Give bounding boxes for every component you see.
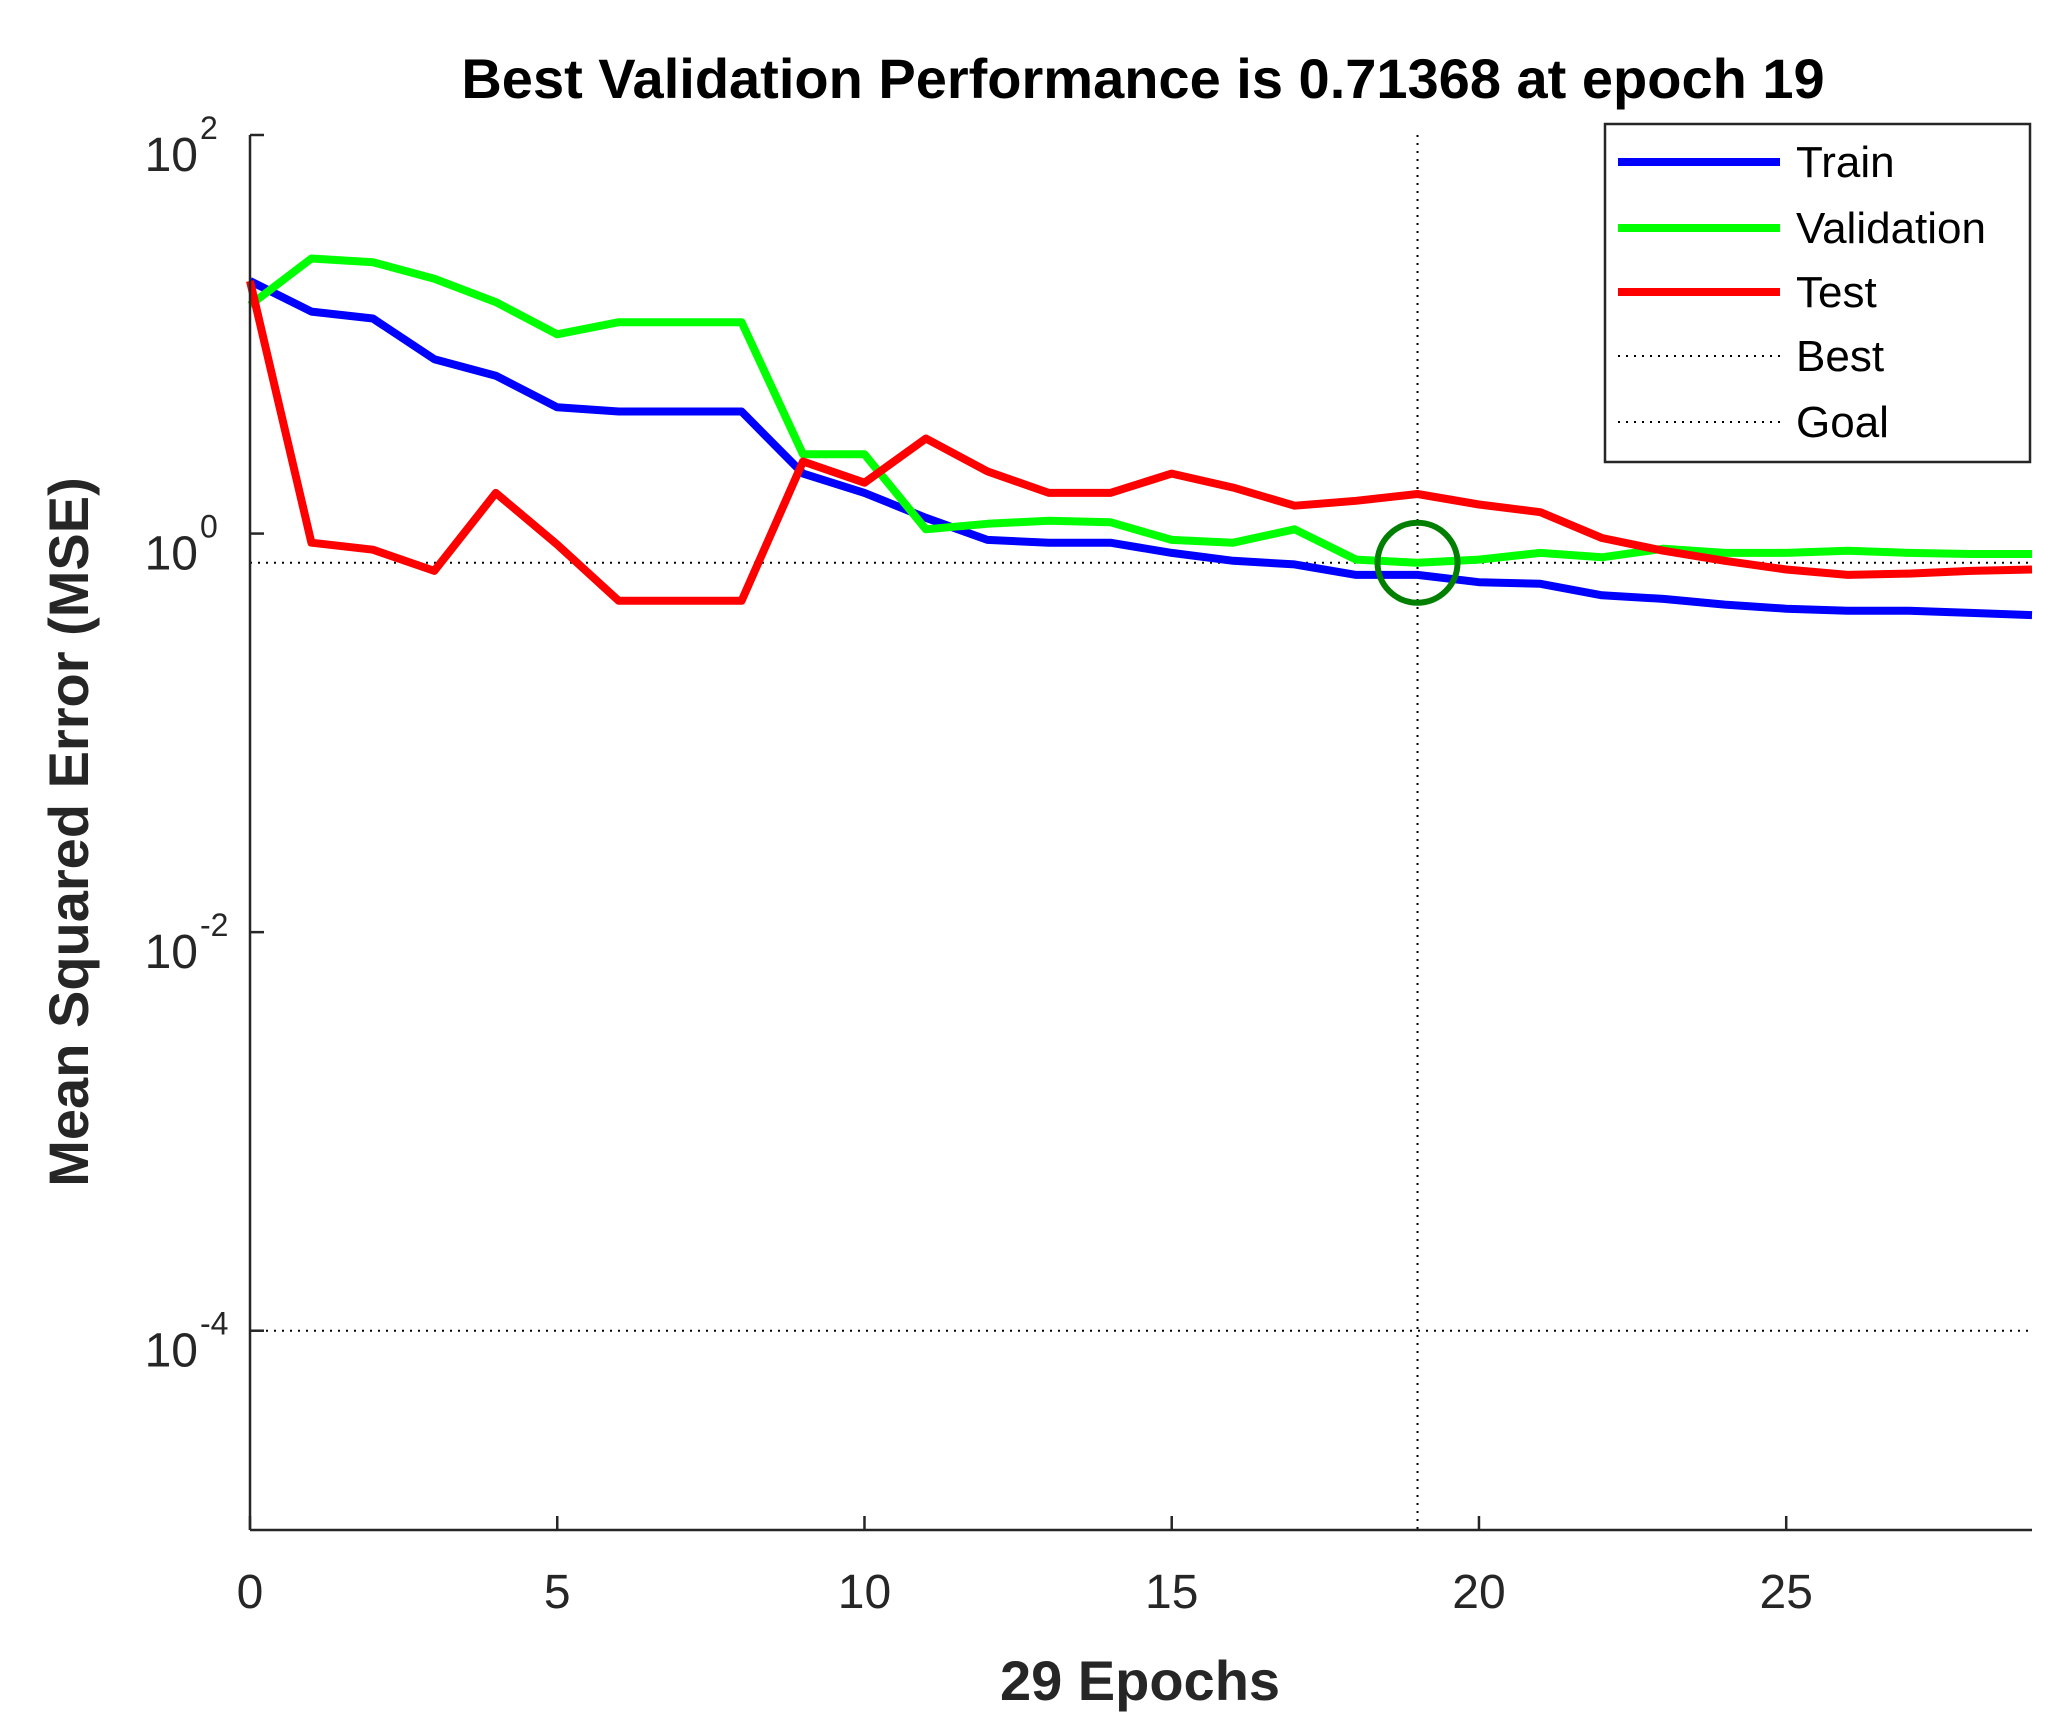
y-tick-base: 10 <box>145 129 198 182</box>
legend-train-label: Train <box>1796 138 1895 187</box>
x-tick-label: 0 <box>237 1566 264 1619</box>
series-line-validation <box>247 254 2032 567</box>
best-validation-marker <box>1374 519 1461 606</box>
legend-validation-label: Validation <box>1796 204 1986 253</box>
x-tick-label: 25 <box>1760 1566 1813 1619</box>
best-marker-layer <box>1374 519 1461 606</box>
y-tick-exponent: 0 <box>200 509 218 545</box>
y-tick-base: 10 <box>145 528 198 581</box>
x-tick-label: 5 <box>544 1566 571 1619</box>
chart-title: Best Validation Performance is 0.71368 a… <box>461 47 1824 110</box>
legend-test-label: Test <box>1796 268 1877 317</box>
y-tick-exponent: -4 <box>200 1306 228 1342</box>
x-axis-label: 29 Epochs <box>1000 1649 1280 1712</box>
axes <box>248 135 2032 1532</box>
y-tick-exponent: 2 <box>200 110 218 146</box>
legend: Train Validation Test Best Goal <box>1603 122 2032 464</box>
series-line-test <box>246 280 2033 605</box>
y-tick-base: 10 <box>145 926 198 979</box>
x-tick-label: 20 <box>1452 1566 1505 1619</box>
x-tick-label: 10 <box>838 1566 891 1619</box>
series-line-train <box>248 277 2033 620</box>
legend-goal-label: Goal <box>1796 398 1889 447</box>
reference-lines <box>250 135 2032 1530</box>
y-tick-exponent: -2 <box>200 907 228 943</box>
series-lines <box>246 254 2033 620</box>
y-tick-base: 10 <box>145 1325 198 1378</box>
legend-best-label: Best <box>1796 332 1884 381</box>
y-axis-label: Mean Squared Error (MSE) <box>37 477 100 1186</box>
x-tick-label: 15 <box>1145 1566 1198 1619</box>
